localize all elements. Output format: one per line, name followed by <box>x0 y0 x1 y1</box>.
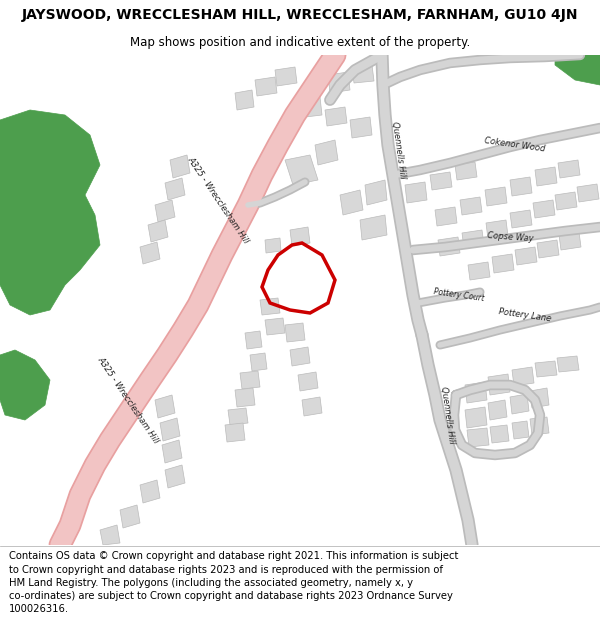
Polygon shape <box>228 408 248 425</box>
Polygon shape <box>438 237 460 256</box>
Text: Contains OS data © Crown copyright and database right 2021. This information is : Contains OS data © Crown copyright and d… <box>9 551 458 614</box>
Text: A325 - Wrecclesham Hill: A325 - Wrecclesham Hill <box>95 355 160 445</box>
Polygon shape <box>530 417 549 435</box>
Polygon shape <box>465 382 487 403</box>
Text: Map shows position and indicative extent of the property.: Map shows position and indicative extent… <box>130 36 470 49</box>
Text: Pottery Lane: Pottery Lane <box>498 307 552 323</box>
Polygon shape <box>260 298 280 315</box>
Text: JAYSWOOD, WRECCLESHAM HILL, WRECCLESHAM, FARNHAM, GU10 4JN: JAYSWOOD, WRECCLESHAM HILL, WRECCLESHAM,… <box>22 8 578 22</box>
Polygon shape <box>155 395 175 418</box>
Polygon shape <box>537 240 559 258</box>
Polygon shape <box>435 207 457 226</box>
Text: Copse Way: Copse Way <box>487 231 533 243</box>
Polygon shape <box>467 428 489 447</box>
Polygon shape <box>352 65 374 83</box>
Polygon shape <box>405 182 427 203</box>
Polygon shape <box>328 72 350 93</box>
Polygon shape <box>555 55 600 85</box>
Polygon shape <box>100 525 120 545</box>
Polygon shape <box>533 200 555 218</box>
Polygon shape <box>165 178 185 200</box>
Text: Quennells Hill: Quennells Hill <box>389 121 406 179</box>
Polygon shape <box>558 160 580 178</box>
Polygon shape <box>120 505 140 528</box>
Polygon shape <box>265 238 281 253</box>
Text: Pottery Court: Pottery Court <box>433 287 485 303</box>
Polygon shape <box>140 242 160 264</box>
Polygon shape <box>535 361 557 377</box>
Polygon shape <box>250 353 267 371</box>
Polygon shape <box>235 90 254 110</box>
Polygon shape <box>285 323 305 342</box>
Polygon shape <box>170 155 190 178</box>
Polygon shape <box>465 407 487 428</box>
Polygon shape <box>298 372 318 391</box>
Polygon shape <box>155 200 175 222</box>
Polygon shape <box>165 465 185 488</box>
Polygon shape <box>240 371 260 389</box>
Polygon shape <box>315 140 338 165</box>
Polygon shape <box>510 394 529 414</box>
Polygon shape <box>302 397 322 416</box>
Polygon shape <box>160 418 180 441</box>
Polygon shape <box>430 172 452 190</box>
Polygon shape <box>148 220 168 242</box>
Polygon shape <box>360 215 387 240</box>
Polygon shape <box>340 190 363 215</box>
Polygon shape <box>350 117 372 138</box>
Polygon shape <box>245 331 262 349</box>
Text: Quennells Hill: Quennells Hill <box>439 386 455 444</box>
Polygon shape <box>468 262 490 280</box>
Polygon shape <box>460 197 482 215</box>
Polygon shape <box>295 97 322 118</box>
Polygon shape <box>265 318 285 335</box>
Polygon shape <box>488 374 510 395</box>
Polygon shape <box>255 77 277 96</box>
Polygon shape <box>0 350 50 420</box>
Polygon shape <box>535 167 557 186</box>
Polygon shape <box>559 232 581 250</box>
Polygon shape <box>510 177 532 196</box>
Polygon shape <box>285 155 318 185</box>
Polygon shape <box>510 210 532 228</box>
Polygon shape <box>235 388 255 407</box>
Polygon shape <box>485 187 507 206</box>
Polygon shape <box>462 230 484 248</box>
Polygon shape <box>577 184 599 202</box>
Polygon shape <box>275 67 297 86</box>
Polygon shape <box>488 400 507 420</box>
Polygon shape <box>515 247 537 265</box>
Text: Cokenor Wood: Cokenor Wood <box>484 136 546 154</box>
Polygon shape <box>290 347 310 366</box>
Polygon shape <box>162 440 182 463</box>
Text: A325 - Wrecclesham Hill: A325 - Wrecclesham Hill <box>185 155 250 245</box>
Polygon shape <box>225 423 245 442</box>
Polygon shape <box>486 220 508 239</box>
Polygon shape <box>490 425 509 443</box>
Polygon shape <box>512 421 529 439</box>
Polygon shape <box>325 107 347 126</box>
Polygon shape <box>557 356 579 372</box>
Polygon shape <box>455 162 477 180</box>
Polygon shape <box>140 480 160 503</box>
Polygon shape <box>492 254 514 273</box>
Polygon shape <box>555 192 577 210</box>
Polygon shape <box>512 367 534 386</box>
Polygon shape <box>365 180 387 205</box>
Polygon shape <box>530 388 549 408</box>
Polygon shape <box>0 110 100 315</box>
Polygon shape <box>290 227 310 246</box>
